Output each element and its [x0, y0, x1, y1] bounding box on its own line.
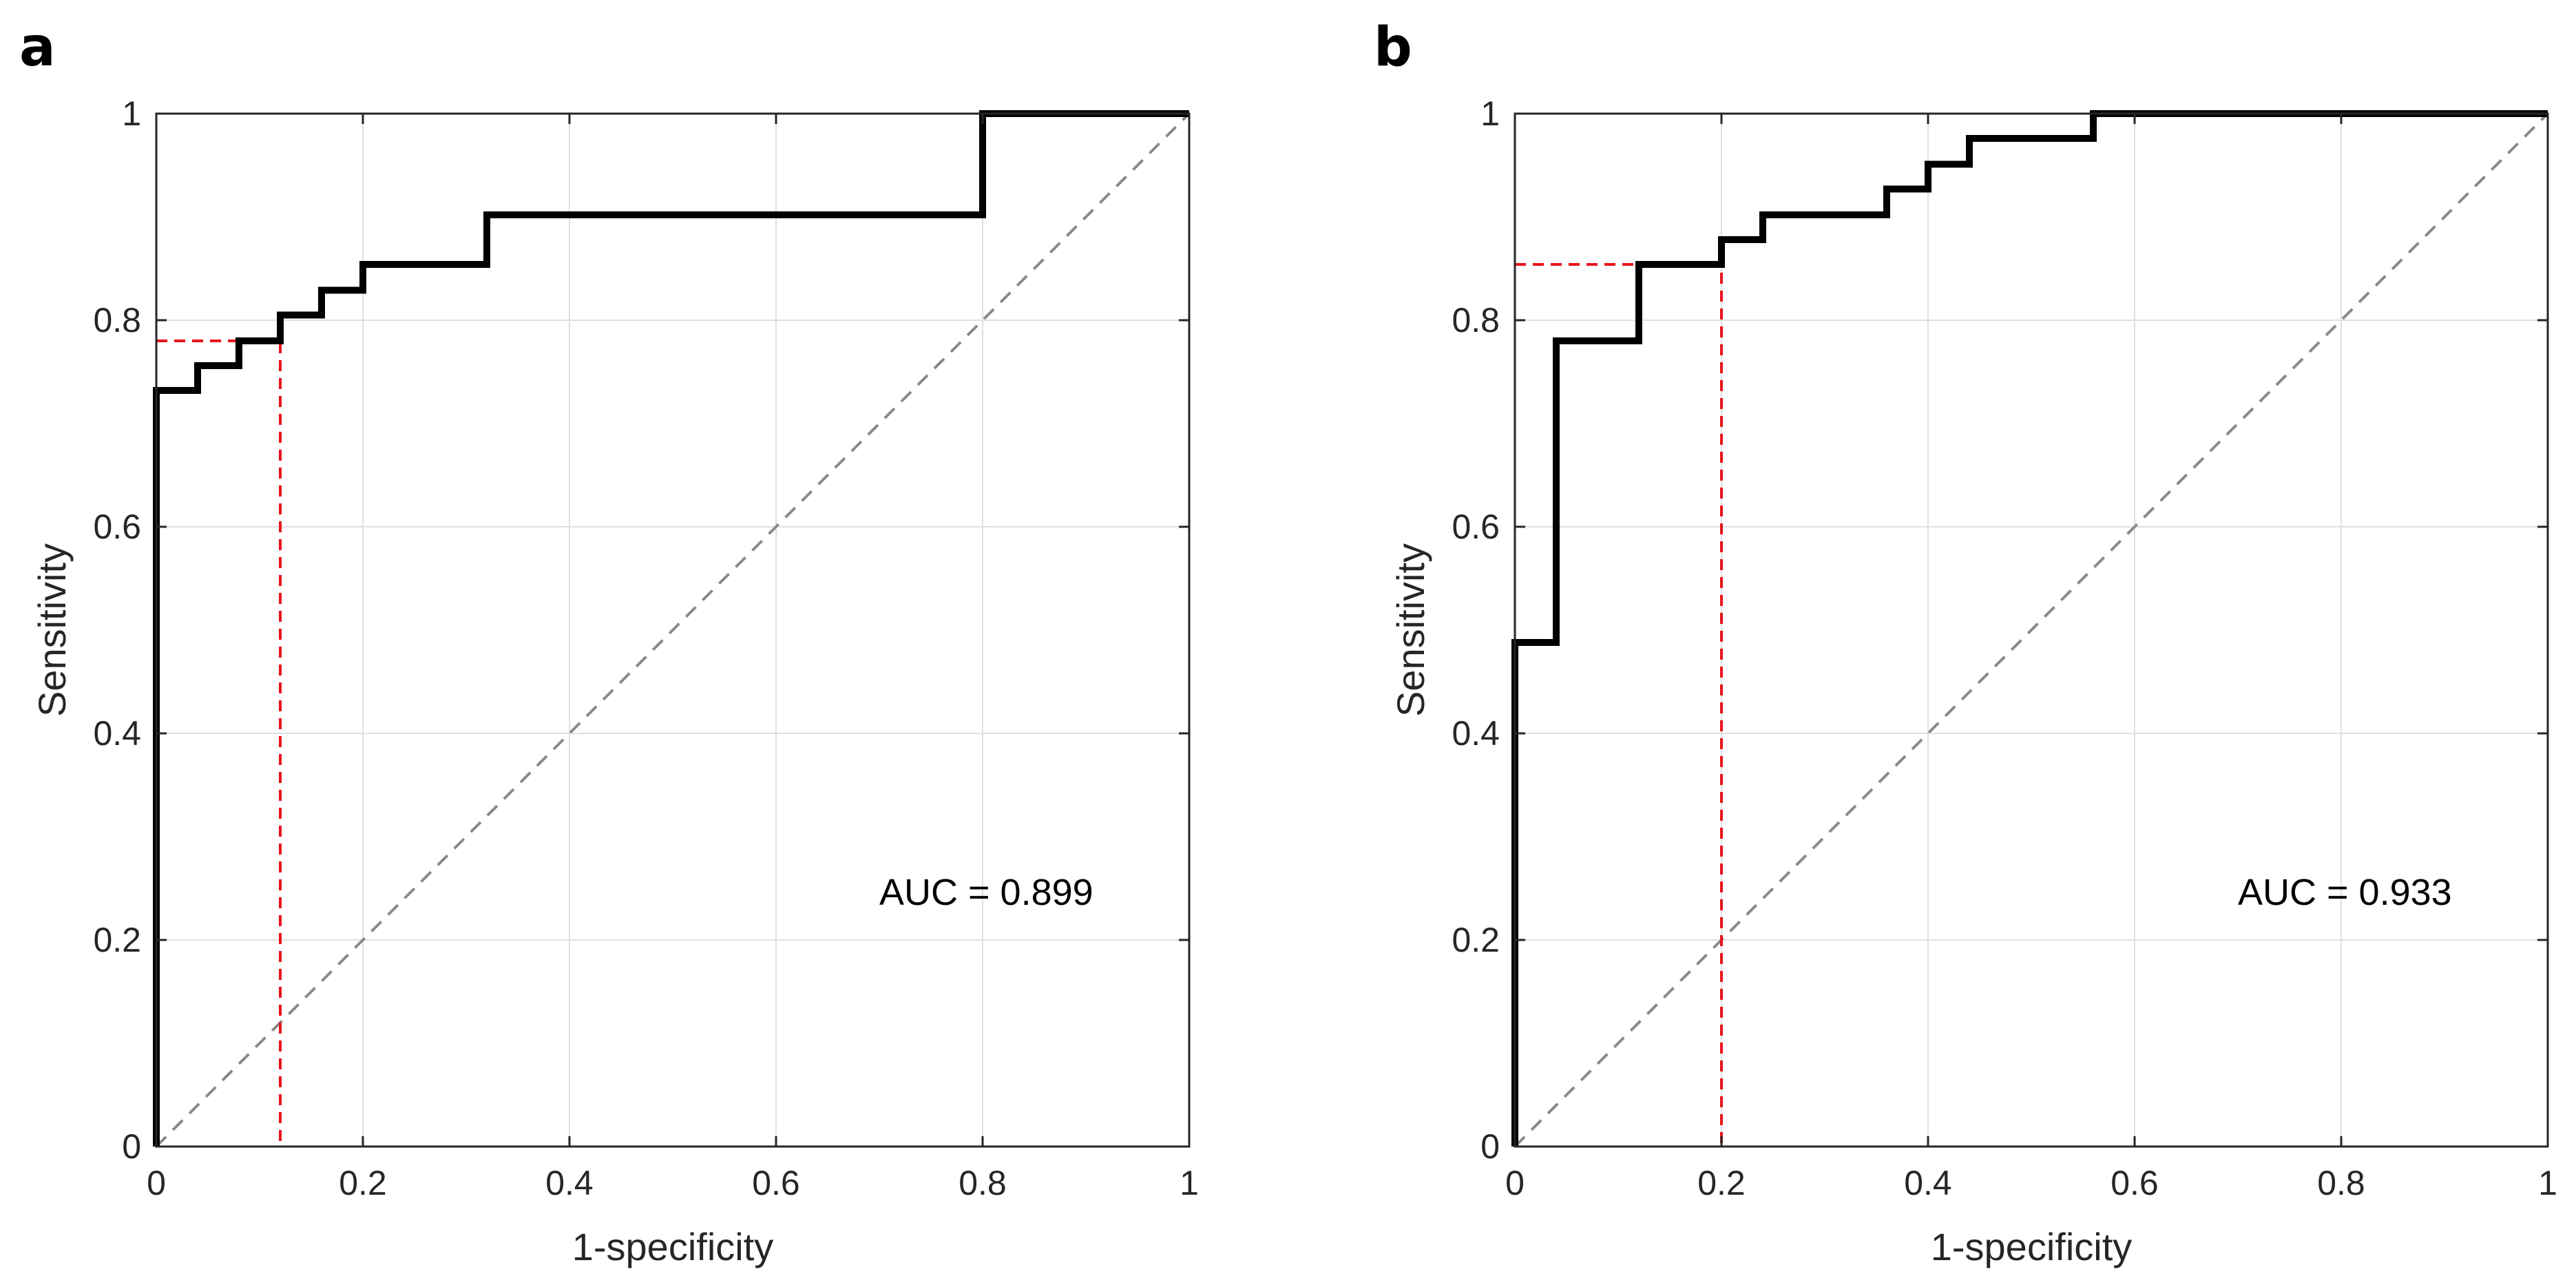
y-tick-label: 0.2: [93, 921, 141, 959]
y-tick-label: 0.4: [1452, 714, 1500, 753]
x-tick-label: 0.8: [959, 1164, 1007, 1202]
y-tick-label: 0.4: [93, 714, 141, 753]
y-tick-label: 0.6: [1452, 508, 1500, 546]
y-tick-label: 0.6: [93, 508, 141, 546]
grid: [1515, 114, 2548, 1147]
x-tick-label: 1: [1180, 1164, 1199, 1202]
roc-curve: [153, 110, 1189, 1147]
x-tick-label: 0.6: [2111, 1164, 2159, 1202]
auc-annotation: AUC = 0.899: [879, 872, 1093, 913]
x-tick-labels: 0 0.2 0.4 0.6 0.8 1: [1505, 1164, 2557, 1202]
panel-b: b 0 0.2 0.4 0.6 0.8 1 0 0.2 0.4 0.6 0.8 1 1-specif…: [1374, 17, 2557, 1268]
axis-ticks: [155, 112, 1191, 1148]
grid: [156, 114, 1189, 1147]
optimal-cutoff-line: [156, 339, 282, 1147]
y-tick-label: 1: [1480, 94, 1500, 133]
x-tick-label: 0: [147, 1164, 166, 1202]
x-tick-label: 0.4: [1904, 1164, 1952, 1202]
y-tick-label: 0.8: [93, 301, 141, 339]
x-tick-label: 0: [1505, 1164, 1525, 1202]
x-tick-label: 0.4: [545, 1164, 594, 1202]
x-tick-label: 0.6: [752, 1164, 800, 1202]
y-tick-label: 0.8: [1452, 301, 1500, 339]
optimal-cutoff-line: [1515, 263, 1723, 1147]
x-axis-label: 1-specificity: [1931, 1225, 2133, 1268]
x-tick-label: 0.8: [2317, 1164, 2365, 1202]
axis-ticks: [1514, 112, 2549, 1148]
chance-line: [155, 112, 1191, 1148]
panel-label: b: [1374, 17, 1412, 79]
series-layer: [1511, 110, 2549, 1148]
y-axis-label: Sensitivity: [1389, 543, 1432, 717]
y-tick-labels: 0 0.2 0.4 0.6 0.8 1: [93, 94, 141, 1166]
y-tick-label: 0.2: [1452, 921, 1500, 959]
x-tick-label: 0.2: [339, 1164, 387, 1202]
x-tick-label: 0.2: [1697, 1164, 1746, 1202]
y-tick-label: 0: [1480, 1127, 1500, 1166]
y-axis-label: Sensitivity: [30, 543, 74, 717]
series-layer: [153, 110, 1191, 1148]
y-tick-label: 0: [122, 1127, 141, 1166]
roc-curve: [1511, 110, 2548, 1147]
x-axis-label: 1-specificity: [572, 1225, 774, 1268]
chance-line: [1514, 112, 2549, 1148]
y-tick-label: 1: [122, 94, 141, 133]
plot-frame: [1514, 112, 2549, 1148]
auc-annotation: AUC = 0.933: [2238, 872, 2452, 913]
x-tick-label: 1: [2538, 1164, 2557, 1202]
panel-a: a 0 0.2 0.4 0.6 0.8 1 0 0.2 0.4 0.6 0.8 1 1-specif…: [19, 17, 1199, 1268]
x-tick-labels: 0 0.2 0.4 0.6 0.8 1: [147, 1164, 1199, 1202]
plot-frame: [155, 112, 1191, 1148]
y-tick-labels: 0 0.2 0.4 0.6 0.8 1: [1452, 94, 1500, 1166]
panel-label: a: [19, 17, 56, 79]
